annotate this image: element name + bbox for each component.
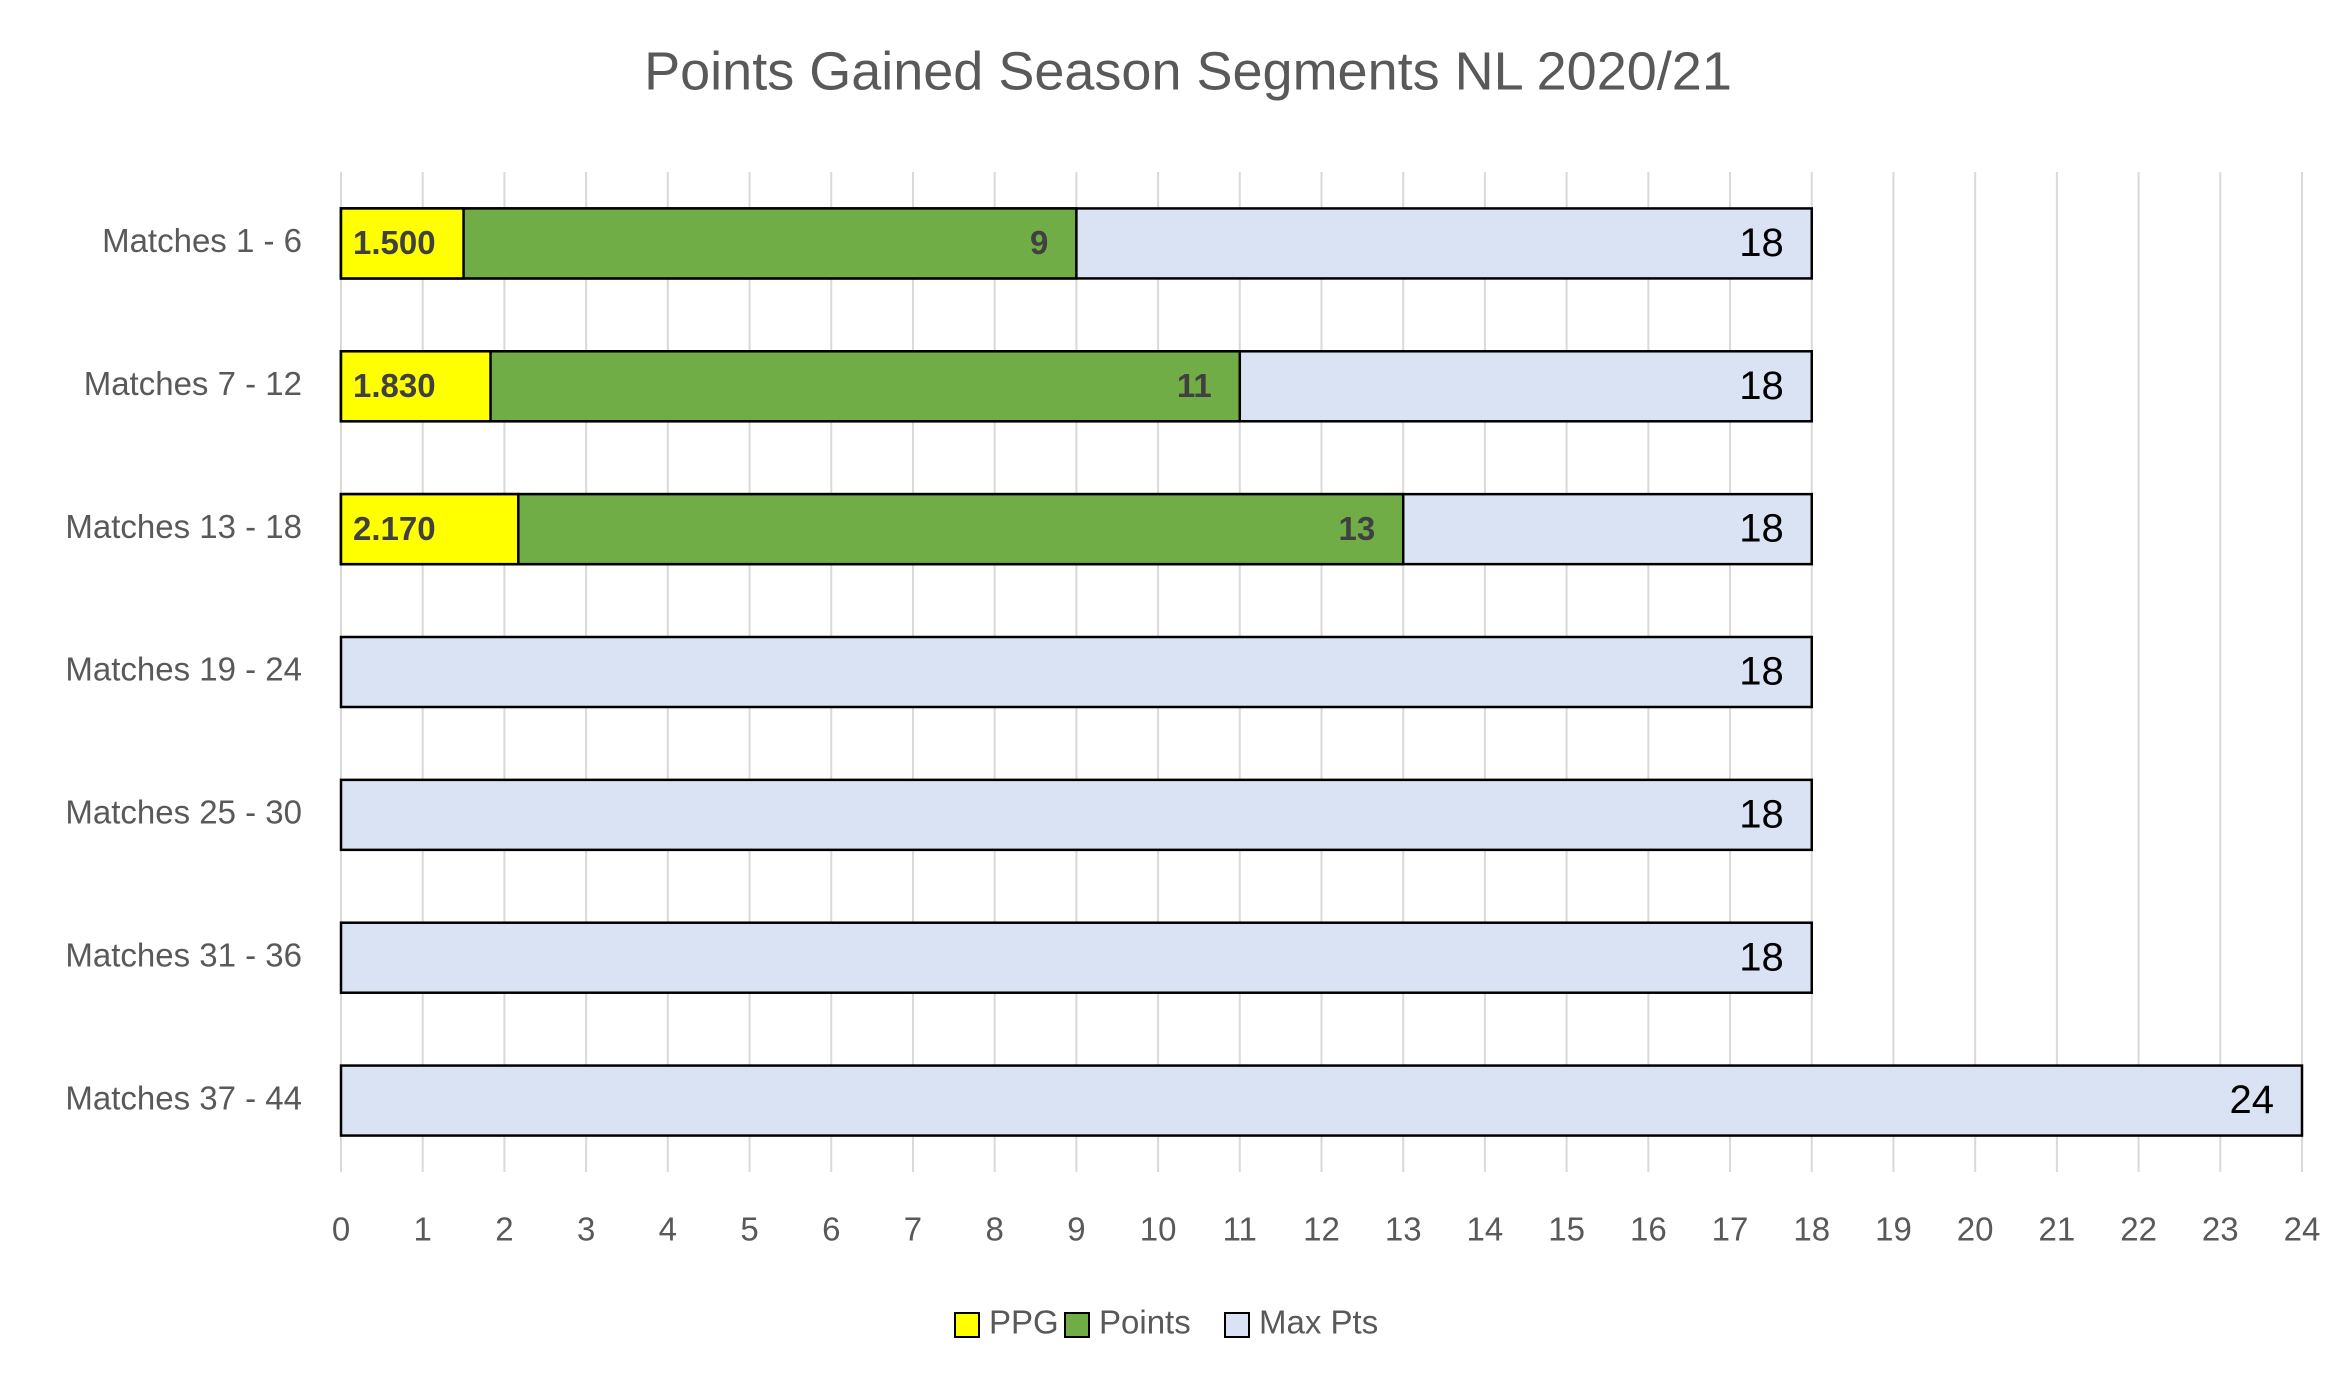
x-tick-label: 17 — [1712, 1211, 1749, 1248]
y-tick-label: Matches 37 - 44 — [65, 1079, 302, 1116]
x-tick-label: 3 — [577, 1211, 595, 1248]
x-tick-label: 0 — [332, 1211, 350, 1248]
x-tick-label: 21 — [2039, 1211, 2076, 1248]
data-label: 13 — [1338, 510, 1375, 547]
x-tick-label: 11 — [1223, 1211, 1257, 1248]
x-tick-label: 20 — [1957, 1211, 1994, 1248]
data-label: 1.500 — [353, 224, 436, 261]
x-tick-label: 2 — [495, 1211, 513, 1248]
data-label: 18 — [1739, 935, 1784, 979]
bar — [339, 492, 520, 566]
chart-title: Points Gained Season Segments NL 2020/21 — [644, 41, 1732, 101]
legend-label: Max Pts — [1259, 1304, 1378, 1341]
y-tick-label: Matches 31 - 36 — [65, 936, 302, 973]
data-label: 2.170 — [353, 510, 436, 547]
x-tick-label: 16 — [1630, 1211, 1667, 1248]
legend-swatch — [954, 1312, 980, 1338]
data-label: 18 — [1739, 792, 1784, 836]
legend-label: PPG — [989, 1304, 1059, 1341]
y-tick-label: Matches 19 - 24 — [65, 651, 302, 688]
data-label: 18 — [1739, 364, 1784, 408]
y-tick-label: Matches 7 - 12 — [84, 365, 302, 402]
bar — [339, 350, 492, 423]
x-tick-label: 5 — [740, 1211, 758, 1248]
legend-swatch — [1064, 1312, 1090, 1338]
x-tick-label: 22 — [2120, 1211, 2157, 1248]
data-label: 11 — [1177, 367, 1212, 404]
y-tick-label: Matches 1 - 6 — [102, 222, 302, 259]
data-label: 24 — [2230, 1078, 2275, 1122]
legend-swatch — [1224, 1312, 1250, 1338]
y-tick-label: Matches 25 - 30 — [65, 794, 302, 831]
legend-label: Points — [1099, 1304, 1191, 1341]
x-tick-label: 10 — [1140, 1211, 1177, 1248]
bar — [339, 635, 1813, 709]
bar — [339, 1064, 2304, 1137]
x-tick-label: 18 — [1793, 1211, 1830, 1248]
data-label: 9 — [1030, 224, 1048, 261]
x-tick-label: 7 — [904, 1211, 922, 1248]
x-tick-label: 4 — [659, 1211, 677, 1248]
data-label: 18 — [1739, 650, 1784, 694]
x-tick-label: 19 — [1875, 1211, 1912, 1248]
x-tick-label: 15 — [1548, 1211, 1585, 1248]
data-label: 1.830 — [353, 367, 436, 404]
x-tick-label: 8 — [985, 1211, 1003, 1248]
bar — [339, 207, 465, 280]
bar — [339, 778, 1813, 852]
x-tick-label: 9 — [1067, 1211, 1085, 1248]
x-tick-label: 12 — [1303, 1211, 1340, 1248]
y-tick-label: Matches 13 - 18 — [65, 508, 302, 545]
data-label: 18 — [1739, 221, 1784, 265]
x-tick-label: 1 — [414, 1211, 432, 1248]
x-tick-label: 6 — [822, 1211, 840, 1248]
bar — [339, 921, 1813, 994]
x-tick-label: 14 — [1467, 1211, 1504, 1248]
data-label: 18 — [1739, 507, 1784, 551]
x-tick-label: 13 — [1385, 1211, 1422, 1248]
x-tick-label: 23 — [2202, 1211, 2239, 1248]
x-tick-label: 24 — [2284, 1211, 2321, 1248]
